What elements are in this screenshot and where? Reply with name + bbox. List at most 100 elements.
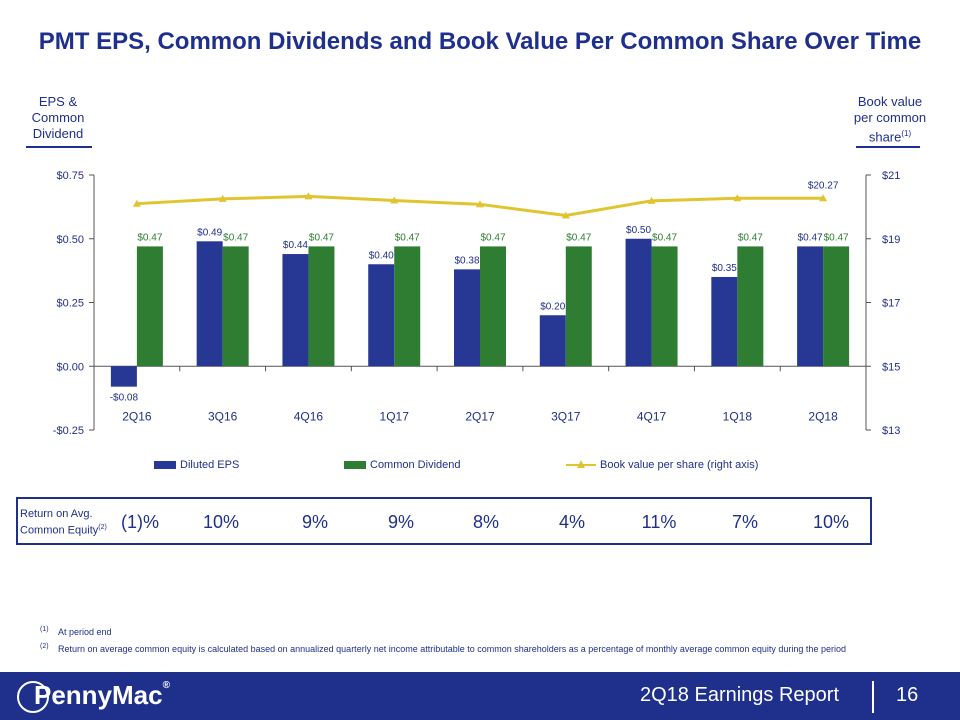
legend-dividend-swatch [344,461,366,469]
dividend-bar [565,246,592,367]
eps-bar [797,246,824,367]
left-axis-header-line: EPS & [38,94,78,109]
eps-data-label: $0.38 [454,255,479,266]
dividend-data-label: $0.47 [480,232,505,243]
report-title: 2Q18 Earnings Report [640,684,840,706]
footnote-text: Return on average common equity is calcu… [58,644,846,654]
eps-bar [454,269,480,367]
left-tick-label: $0.75 [56,170,84,182]
right-axis-header: Book value per common share(1) [840,94,940,145]
roe-label: Return on Avg. Common Equity(2) [20,508,107,538]
right-axis-header-rule [856,146,920,148]
dividend-data-label: $0.47 [395,232,420,243]
pennymac-logo: PennyMac® [34,680,170,710]
footnote-mark: (1) [40,626,49,633]
left-axis-header-line: Common [31,110,85,125]
roe-label-line: Common Equity [20,524,99,537]
roe-value: 9% [387,512,414,532]
roe-label-line: Return on Avg. [20,508,93,520]
dividend-data-label: $0.47 [566,232,591,243]
roe-value: 8% [472,512,499,532]
eps-dividend-book-value-chart: -$0.25 $0.00 $0.25 $0.50 $0.75 $13 $15 $17 $19 $2… [53,170,901,437]
right-axis-header-line: Book value [857,94,923,109]
left-axis-header-line: Dividend [32,126,84,141]
category-label: 3Q16 [208,409,238,423]
book-value-point [819,194,828,202]
legend-book-value-label: Book value per share (right axis) [600,459,759,471]
left-tick-label: $0.25 [56,298,84,310]
book-value-point [132,199,141,207]
category-label: 1Q17 [380,409,410,423]
legend-book-value-swatch [566,460,596,470]
book-value-data-label: $20.27 [808,180,839,191]
roe-value: 10% [202,512,240,532]
eps-data-label: $0.50 [626,225,651,236]
dividend-bar [222,246,249,367]
legend-book-value: Book value per share (right axis) [566,459,758,471]
book-value-point [304,192,313,200]
roe-value: 9% [301,512,328,532]
dividend-data-label: $0.47 [223,232,248,243]
dividend-bar [394,246,421,367]
category-label: 4Q17 [637,409,667,423]
dividend-data-label: $0.47 [652,232,677,243]
category-label: 2Q16 [122,409,152,423]
book-value-point [390,196,399,204]
right-axis-header-line: per common [853,110,927,125]
footer-divider [872,681,874,713]
dividend-data-label: $0.47 [824,232,849,243]
roe-table [16,497,872,545]
roe-value: 7% [731,512,758,532]
footnote-mark: (2) [40,643,49,650]
pennymac-logo-icon [17,681,49,713]
legend-eps-label: Diluted EPS [180,459,240,471]
eps-bar [539,315,566,367]
eps-data-label: $0.47 [798,232,823,243]
dividend-data-label: $0.47 [137,232,162,243]
left-axis-header-rule [26,146,92,148]
left-tick-label: -$0.25 [53,425,84,437]
legend-eps: Diluted EPS [154,459,239,471]
pennymac-logo-text: PennyMac [34,680,163,710]
page-number: 16 [896,684,919,706]
eps-data-label: $0.49 [197,227,222,238]
dividend-data-label: $0.47 [309,232,334,243]
legend-dividend: Common Dividend [344,459,460,471]
eps-bar [711,277,738,367]
eps-bar [196,241,223,367]
eps-data-label: $0.44 [283,240,308,251]
book-value-point [218,194,227,202]
dividend-bar [136,246,163,367]
eps-data-label: $0.40 [369,250,394,261]
right-tick-label: $21 [882,170,900,182]
footnote-ref: (1) [901,129,912,138]
dividend-bar [823,246,850,367]
category-label: 2Q17 [465,409,495,423]
legend-eps-swatch [154,461,176,469]
eps-bar [282,254,309,367]
dividend-bar [651,246,678,367]
eps-bar [368,264,395,367]
book-value-point [647,196,656,204]
right-tick-label: $19 [882,234,900,246]
footnote-text: At period end [58,627,112,637]
book-value-point [476,200,484,208]
dividend-data-label: $0.47 [738,232,763,243]
left-axis-header: EPS & Common Dividend [20,94,96,142]
roe-value: 4% [558,512,585,532]
eps-bar [625,238,652,367]
eps-bar [110,366,137,387]
right-tick-label: $15 [882,361,900,373]
category-label: 4Q16 [294,409,324,423]
left-tick-label: $0.50 [56,234,84,246]
category-label: 3Q17 [551,409,581,423]
right-tick-label: $13 [882,425,900,437]
roe-value: 10% [812,512,850,532]
eps-data-label: $0.35 [712,263,737,274]
dividend-bar [308,246,335,367]
book-value-point [561,211,570,219]
category-label: 2Q18 [808,409,838,423]
dividend-bar [737,246,764,367]
roe-value: (1)% [120,512,159,532]
eps-data-label: $0.20 [540,301,565,312]
